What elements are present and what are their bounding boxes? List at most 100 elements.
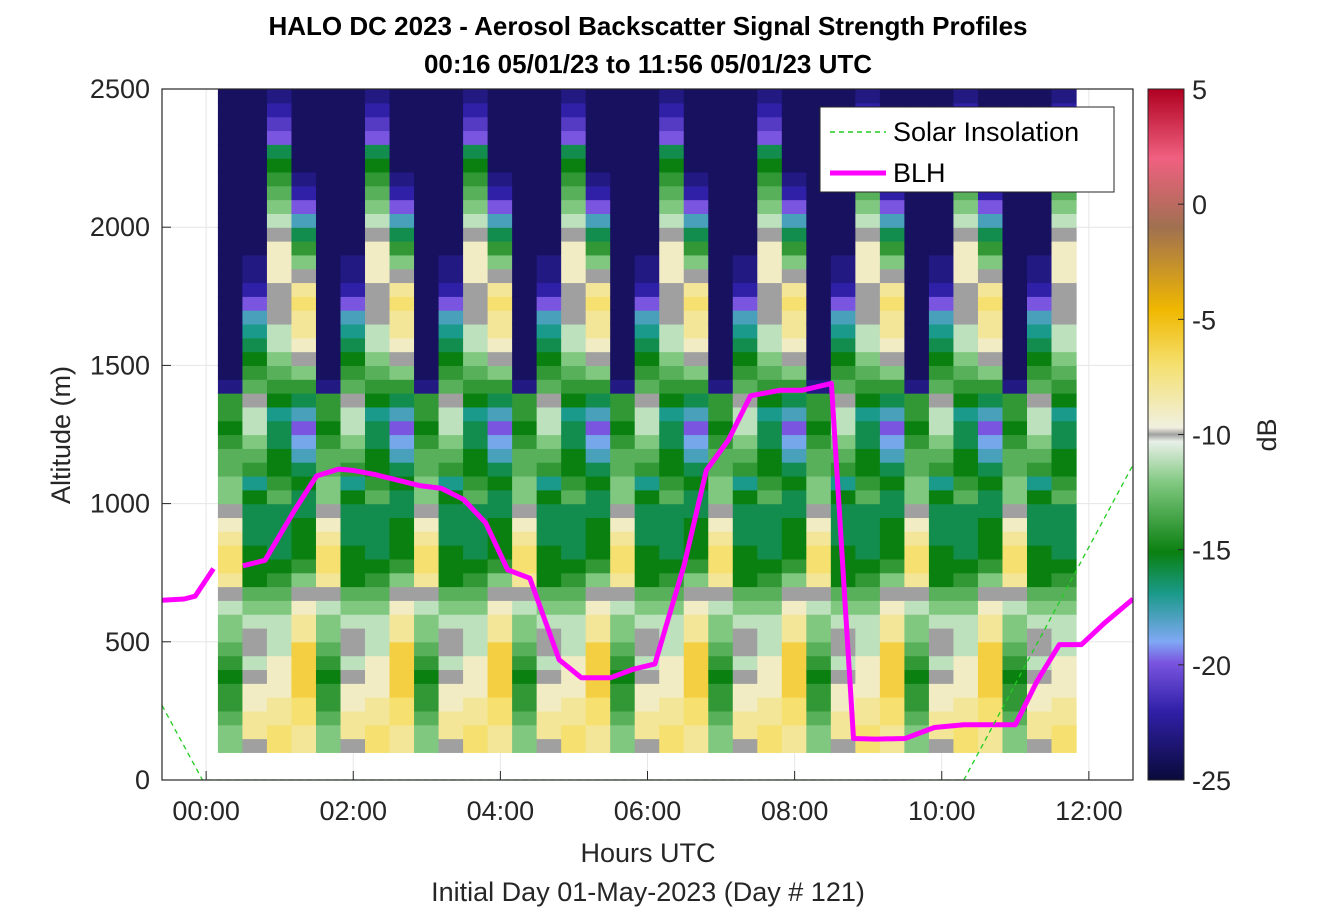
heatmap-cell (610, 489, 636, 505)
heatmap-cell (266, 89, 293, 104)
heatmap-cell (757, 185, 783, 201)
heatmap-cell (536, 558, 562, 574)
heatmap-cell (536, 462, 562, 477)
heatmap-cell (315, 241, 342, 256)
heatmap-cell (977, 697, 1004, 712)
heatmap-cell (659, 365, 685, 380)
heatmap-cell (683, 323, 709, 339)
heatmap-cell (561, 185, 587, 201)
heatmap-cell (634, 462, 660, 477)
heatmap-cell (1051, 683, 1077, 698)
heatmap-cell (732, 254, 758, 270)
heatmap-cell (708, 406, 734, 422)
heatmap-cell (683, 310, 709, 325)
heatmap-cell (365, 158, 391, 173)
heatmap-cell (585, 323, 611, 339)
heatmap-cell (1051, 655, 1077, 671)
heatmap-cell (683, 641, 709, 657)
heatmap-cell (634, 268, 660, 284)
heatmap-cell (291, 102, 317, 118)
heatmap-cell (830, 282, 856, 297)
heatmap-cell (438, 213, 464, 228)
heatmap-cell (928, 282, 955, 297)
heatmap-cell (438, 724, 464, 740)
heatmap-cell (340, 241, 366, 256)
heatmap-cell (487, 241, 513, 256)
heatmap-cell (732, 614, 758, 629)
heatmap-cell (904, 531, 930, 546)
heatmap-cell (781, 393, 807, 408)
heatmap-cell (389, 393, 415, 408)
heatmap-cell (512, 614, 538, 629)
heatmap-cell (806, 517, 832, 532)
heatmap-cell (683, 268, 709, 284)
heatmap-cell (855, 310, 881, 325)
heatmap-cell (536, 697, 562, 712)
heatmap-cell (340, 434, 366, 449)
heatmap-cell (732, 296, 758, 311)
heatmap-cell (781, 683, 807, 698)
heatmap-cell (879, 365, 906, 380)
heatmap-cell (414, 586, 440, 601)
heatmap-cell (463, 337, 489, 353)
heatmap-cell (291, 227, 317, 242)
heatmap-cell (389, 365, 415, 380)
heatmap-cell (757, 572, 783, 588)
heatmap-cell (585, 296, 611, 311)
heatmap-cell (414, 130, 440, 145)
heatmap-cell (438, 171, 464, 187)
heatmap-cell (291, 710, 317, 726)
heatmap-cell (512, 185, 538, 201)
heatmap-cell (1002, 724, 1028, 740)
x-tick-label: 02:00 (319, 796, 387, 826)
heatmap-cell (610, 462, 636, 477)
heatmap-cell (340, 310, 366, 325)
heatmap-cell (708, 213, 734, 228)
heatmap-cell (928, 503, 955, 519)
heatmap-cell (855, 254, 881, 270)
heatmap-cell (928, 351, 955, 366)
heatmap-cell (585, 199, 611, 214)
heatmap-cell (757, 545, 783, 560)
heatmap-cell (365, 130, 391, 145)
heatmap-cell (977, 254, 1004, 270)
heatmap-cell (414, 641, 440, 657)
heatmap-cell (561, 241, 587, 256)
heatmap-cell (1051, 296, 1077, 311)
heatmap-cell (634, 379, 660, 394)
heatmap-cell (904, 655, 930, 671)
heatmap-cell (781, 586, 807, 601)
heatmap-cell (487, 268, 513, 284)
heatmap-cell (389, 545, 415, 560)
heatmap-cell (806, 489, 832, 505)
heatmap-cell (315, 171, 342, 187)
heatmap-cell (904, 627, 930, 643)
heatmap-cell (217, 337, 244, 353)
heatmap-cell (1002, 683, 1028, 698)
heatmap-cell (1026, 572, 1053, 588)
heatmap-cell (855, 738, 881, 753)
heatmap-cell (487, 310, 513, 325)
heatmap-cell (561, 420, 587, 436)
heatmap-cell (904, 213, 930, 228)
heatmap-cell (217, 724, 244, 740)
heatmap-cell (781, 641, 807, 657)
heatmap-cell (512, 434, 538, 449)
heatmap-cell (463, 227, 489, 242)
heatmap-cell (217, 199, 244, 214)
heatmap-cell (1002, 572, 1028, 588)
heatmap-cell (512, 724, 538, 740)
heatmap-cell (414, 158, 440, 173)
heatmap-cell (487, 614, 513, 629)
heatmap-cell (487, 462, 513, 477)
heatmap-cell (217, 627, 244, 643)
heatmap-cell (659, 379, 685, 394)
heatmap-cell (634, 434, 660, 449)
heatmap-cell (708, 144, 734, 159)
heatmap-cell (438, 379, 464, 394)
heatmap-cell (438, 158, 464, 173)
heatmap-cell (732, 337, 758, 353)
heatmap-cell (242, 393, 268, 408)
heatmap-cell (487, 116, 513, 132)
heatmap-cell (1026, 241, 1053, 256)
